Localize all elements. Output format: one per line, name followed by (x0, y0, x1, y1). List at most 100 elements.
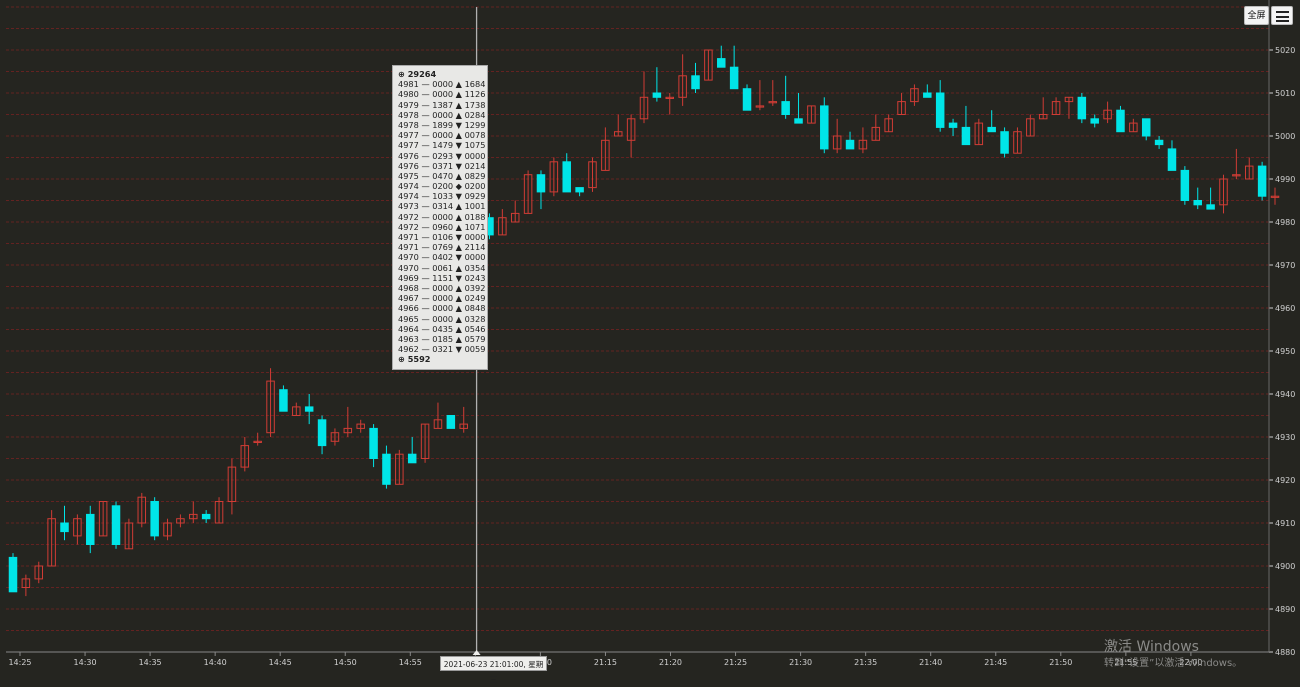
candle-body-up (137, 496, 147, 524)
candle-body-down (652, 92, 662, 98)
candle-body-up (420, 423, 430, 460)
tooltip-row: 4963 — 0185 ▲ 0579 (398, 333, 486, 344)
candle-body-down (742, 88, 752, 111)
candle-body-down (923, 92, 932, 98)
candle-body-down (1257, 165, 1267, 197)
candle-body-up (214, 501, 224, 524)
candle-body-down (86, 513, 95, 546)
watermark-title: 激活 Windows (1104, 639, 1199, 655)
candle-body-down (407, 453, 417, 464)
windows-activation-watermark: 激活 Windows 转到“设置”以激活 Windows。 (1104, 639, 1242, 671)
x-tick-label: 21:25 (724, 658, 747, 667)
candle-body-up (227, 466, 237, 503)
tooltip-row: 4980 — 0000 ▲ 1126 (398, 89, 486, 100)
tooltip-row: 4978 — 0000 ▲ 0284 (398, 109, 486, 120)
y-tick-label: 4970 (1275, 261, 1295, 270)
candle-body-down (369, 427, 378, 459)
candle-body-up (356, 423, 365, 429)
candle-body-up (768, 101, 778, 104)
menu-button[interactable] (1271, 6, 1293, 25)
candle-body-up (1244, 165, 1254, 180)
x-tick-label: 14:45 (269, 658, 292, 667)
tooltip-row: 4979 — 1387 ▲ 1738 (398, 99, 486, 110)
tooltip-row: 4969 — 1151 ▼ 0243 (398, 272, 486, 283)
tooltip-row: 4966 — 0000 ▲ 0848 (398, 303, 486, 314)
y-tick-label: 5000 (1275, 132, 1295, 141)
candle-body-up (1270, 195, 1280, 198)
candle-body-up (498, 217, 507, 236)
fullscreen-button[interactable]: 全屏 (1244, 6, 1269, 25)
y-tick-label: 4880 (1275, 648, 1295, 657)
candle-body-down (729, 66, 739, 90)
candle-body-up (1064, 96, 1074, 103)
candle-body-up (459, 423, 468, 429)
x-tick-label: 14:50 (334, 658, 357, 667)
candle-body-up (1232, 174, 1241, 177)
candle-body-down (781, 101, 790, 115)
candle-body-up (588, 161, 597, 189)
candle-body-up (34, 565, 44, 580)
y-tick-label: 4910 (1275, 519, 1295, 528)
x-tick-label: 22:00 (1179, 658, 1202, 667)
tooltip-row: 4973 — 0314 ▲ 1001 (398, 201, 486, 212)
candle-body-down (1077, 96, 1087, 120)
tooltip-row: 4976 — 0371 ▼ 0214 (398, 160, 486, 171)
candle-body-up (755, 105, 765, 108)
candle-body-up (613, 131, 623, 137)
candle-body-up (330, 432, 340, 442)
candle-body-up (176, 518, 185, 524)
candle-body-down (987, 126, 996, 133)
y-tick-label: 4950 (1275, 347, 1295, 356)
candle-body-up (665, 96, 675, 100)
crosshair-tooltip: ⊕ 29264 4981 — 0000 ▲ 1684 4980 — 0000 ▲ … (392, 65, 488, 370)
candle-body-up (292, 406, 301, 416)
candle-body-up (253, 440, 262, 443)
candle-body-down (794, 118, 803, 124)
candle-body-down (1206, 204, 1215, 210)
x-tick-label: 21:35 (854, 658, 877, 667)
candle-body-down (1141, 118, 1151, 137)
x-tick-label: 14:35 (139, 658, 162, 667)
y-tick-label: 4980 (1275, 218, 1295, 227)
candle-body-up (1219, 178, 1228, 206)
tooltip-row: 4974 — 0200 ◆ 0200 (398, 181, 486, 192)
tooltip-row: 4978 — 1899 ▼ 1299 (398, 119, 486, 130)
candle-body-down (60, 522, 69, 533)
candle-body-down (1116, 109, 1125, 133)
x-tick-label: 21:55 (1114, 658, 1137, 667)
y-tick-label: 4940 (1275, 390, 1295, 399)
tooltip-rows: 4981 — 0000 ▲ 1684 4980 — 0000 ▲ 1126 4979… (398, 79, 487, 354)
candle-body-up (124, 522, 134, 550)
x-tick-label: 14:30 (74, 658, 97, 667)
tooltip-row: 4962 — 0321 ▼ 0059 (398, 344, 486, 355)
y-tick-label: 4900 (1275, 562, 1295, 571)
x-tick-label: 14:55 (399, 658, 422, 667)
y-tick-label: 4960 (1275, 304, 1295, 313)
candle-body-up (98, 501, 108, 537)
candle-body-up (163, 522, 172, 537)
candle-body-down (961, 126, 971, 146)
candle-body-down (948, 122, 958, 128)
y-tick-label: 4930 (1275, 433, 1295, 442)
candle-body-down (150, 501, 159, 537)
tooltip-header: ⊕ 29264 (398, 69, 437, 79)
candle-body-up (1038, 114, 1048, 120)
candle-body-down (382, 453, 391, 485)
candle-body-down (201, 513, 211, 520)
tooltip-row: 4972 — 0000 ▲ 0188 (398, 211, 486, 222)
candle-body-down (575, 187, 584, 193)
tooltip-row: 4964 — 0435 ▲ 0546 (398, 323, 486, 334)
candle-body-up (240, 445, 250, 468)
candle-body-down (1154, 139, 1164, 146)
y-tick-label: 5020 (1275, 46, 1295, 55)
candle-body-up (1013, 131, 1022, 154)
tooltip-row: 4977 — 1479 ▼ 1075 (398, 140, 486, 151)
candle-body-down (562, 161, 571, 193)
candle-body-up (871, 126, 881, 141)
candle-body-down (1167, 148, 1177, 171)
watermark-subtitle: 转到“设置”以激活 Windows。 (1104, 658, 1243, 669)
tooltip-row: 4970 — 0402 ▼ 0000 (398, 252, 486, 263)
candle-body-up (395, 453, 404, 485)
crosshair-time-label: 2021-06-23 21:01:00, 星期三 (440, 656, 547, 684)
